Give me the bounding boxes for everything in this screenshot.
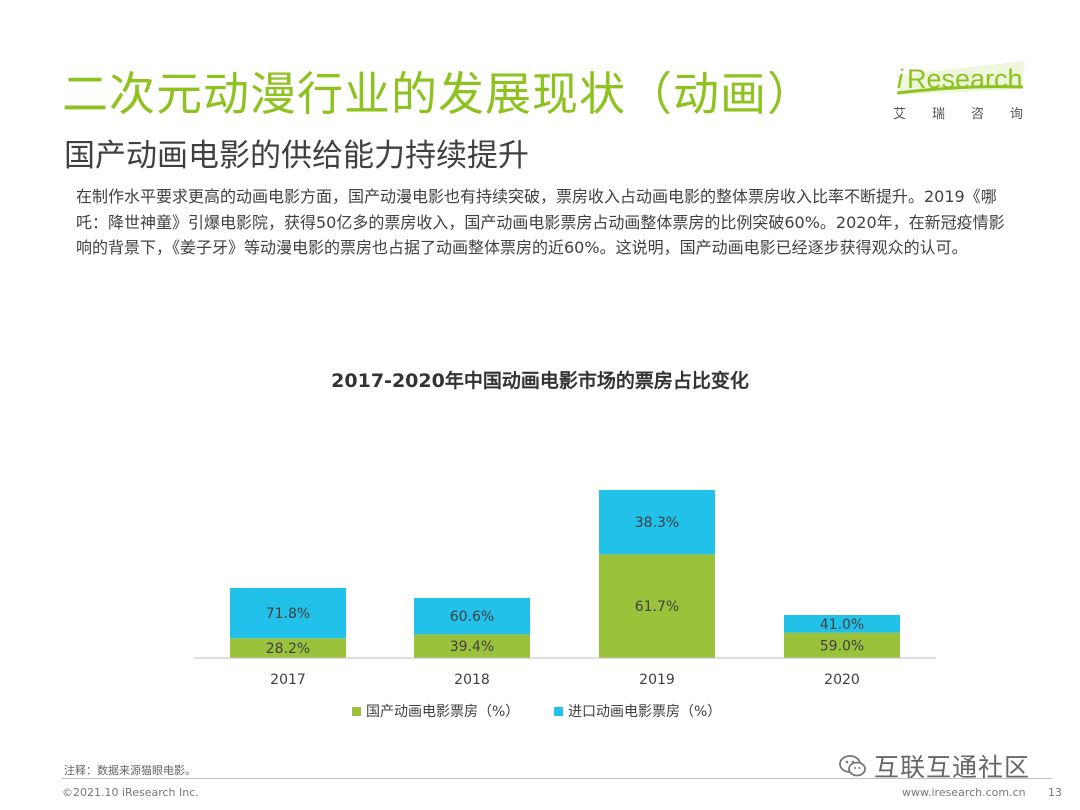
page-subtitle: 国产动画电影的供给能力持续提升 bbox=[64, 138, 529, 174]
x-tick-label: 2018 bbox=[454, 672, 490, 688]
x-tick-label: 2019 bbox=[639, 672, 675, 688]
chart-title: 2017-2020年中国动画电影市场的票房占比变化 bbox=[331, 370, 749, 392]
data-label: 41.0% bbox=[820, 617, 864, 633]
data-label: 28.2% bbox=[266, 641, 310, 657]
footer-divider bbox=[62, 778, 1052, 779]
page-number: 13 bbox=[1048, 786, 1062, 799]
bar-segment bbox=[230, 588, 346, 639]
watermark-text: 互联互通社区 bbox=[874, 753, 1031, 782]
bar-segment bbox=[414, 634, 530, 658]
page-title: 二次元动漫行业的发展现状（动画） bbox=[62, 67, 814, 121]
logo-char: 艾 bbox=[893, 107, 907, 122]
legend-label: 进口动画电影票房（%） bbox=[568, 704, 721, 720]
bar-segment bbox=[599, 554, 715, 658]
logo-char: 瑞 bbox=[931, 107, 945, 122]
bar-segment bbox=[784, 632, 900, 658]
legend-swatch bbox=[554, 707, 563, 716]
bar-segment bbox=[784, 615, 900, 633]
bar-segment bbox=[230, 638, 346, 658]
x-tick-label: 2017 bbox=[270, 672, 306, 688]
data-label: 38.3% bbox=[635, 515, 679, 531]
logo-prefix: i bbox=[897, 64, 904, 94]
wechat-icon bbox=[839, 755, 866, 777]
data-label: 61.7% bbox=[635, 599, 679, 615]
data-label: 59.0% bbox=[820, 638, 864, 654]
footnote: 注释：数据来源猫眼电影。 bbox=[64, 764, 196, 777]
x-tick-label: 2020 bbox=[824, 672, 860, 688]
logo-char: 询 bbox=[1009, 107, 1023, 122]
copyright: ©2021.10 iResearch Inc. bbox=[62, 786, 199, 799]
iresearch-logo: i Research 艾 瑞 咨 询 bbox=[893, 55, 1033, 125]
data-label: 39.4% bbox=[450, 639, 494, 655]
legend-label: 国产动画电影票房（%） bbox=[366, 704, 519, 720]
stacked-bar-chart: 28.2% 71.8% 2017 39.4% 60.6% 2018 61.7% 38.3% 20… bbox=[194, 490, 936, 720]
wechat-watermark: 互联互通社区 bbox=[838, 748, 1030, 784]
logo-char: 咨 bbox=[970, 107, 984, 122]
footer-url: www.iresearch.com.cn bbox=[902, 786, 1026, 799]
logo-brand: Research bbox=[907, 64, 1023, 94]
legend-swatch bbox=[352, 707, 361, 716]
data-label: 60.6% bbox=[450, 609, 494, 625]
data-label: 71.8% bbox=[266, 606, 310, 622]
logo-chinese-chars: 艾 瑞 咨 询 bbox=[893, 103, 1023, 122]
bar-segment bbox=[599, 490, 715, 555]
bar-segment bbox=[414, 598, 530, 635]
description-paragraph: 在制作水平要求更高的动画电影方面，国产动漫电影也有持续突破，票房收入占动画电影的… bbox=[76, 187, 1005, 257]
